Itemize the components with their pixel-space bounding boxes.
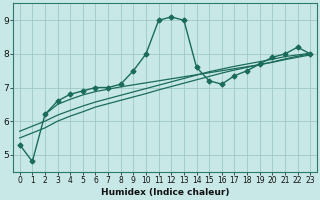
X-axis label: Humidex (Indice chaleur): Humidex (Indice chaleur) (101, 188, 229, 197)
